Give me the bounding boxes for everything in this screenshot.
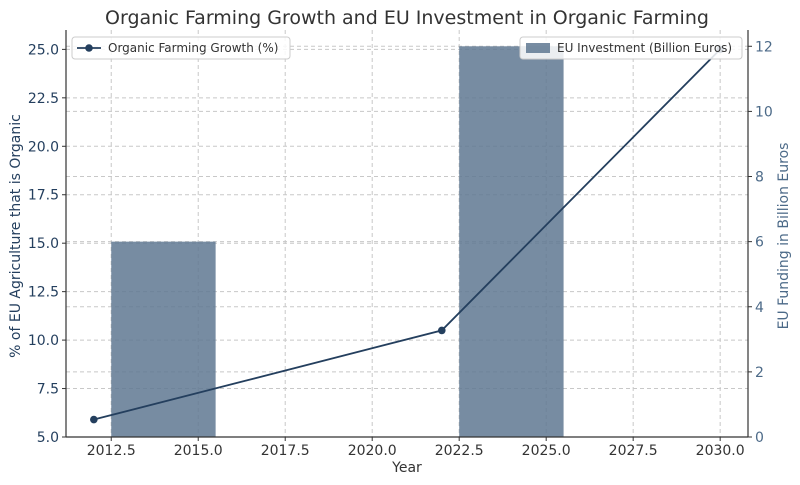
- legend-line-marker: [85, 44, 93, 52]
- y-left-tick-label: 25.0: [28, 42, 59, 58]
- y-left-tick-label: 15.0: [28, 236, 59, 252]
- x-axis-label: Year: [391, 460, 422, 476]
- y-right-tick-label: 6: [755, 235, 764, 251]
- y-left-tick-label: 22.5: [28, 91, 59, 107]
- x-tick-label: 2025.0: [522, 443, 571, 459]
- x-tick-label: 2022.5: [435, 443, 484, 459]
- bar-2014: [111, 241, 216, 437]
- y-right-tick-label: 10: [755, 104, 773, 120]
- x-tick-label: 2012.5: [87, 443, 136, 459]
- x-tick-label: 2015.0: [174, 443, 223, 459]
- bar-series: [111, 46, 564, 437]
- x-tick-label: 2017.5: [261, 443, 310, 459]
- x-ticks: 2012.5 2015.0 2017.5 2020.0 2022.5 2025.0 2027…: [87, 437, 745, 459]
- y-right-tick-label: 12: [755, 39, 773, 55]
- y-left-tick-label: 10.0: [28, 333, 59, 349]
- y-left-tick-label: 20.0: [28, 139, 59, 155]
- chart-title: Organic Farming Growth and EU Investment…: [105, 7, 709, 29]
- y-right-tick-label: 0: [755, 430, 764, 446]
- line-point-2012: [90, 415, 98, 424]
- y-right-tick-label: 4: [755, 300, 764, 316]
- x-tick-label: 2030.0: [696, 443, 745, 459]
- y-right-tick-label: 8: [755, 170, 764, 186]
- legend-line-label: Organic Farming Growth (%): [108, 41, 278, 55]
- legend-bar: EU Investment (Billion Euros): [519, 36, 743, 60]
- x-tick-label: 2020.0: [348, 443, 397, 459]
- y-left-tick-label: 12.5: [28, 285, 59, 301]
- line-point-2022: [437, 326, 446, 335]
- y-right-axis-label: EU Funding in Billion Euros: [776, 143, 792, 330]
- y-left-axis-label: % of EU Agriculture that is Organic: [8, 114, 24, 358]
- y-left-tick-label: 17.5: [28, 188, 59, 204]
- legend-bar-label: EU Investment (Billion Euros): [557, 41, 732, 55]
- y-left-ticks: 5.0 7.5 10.0 12.5 15.0 17.5 20.0 22.5 25.0: [28, 42, 66, 446]
- y-left-tick-label: 5.0: [37, 430, 59, 446]
- y-right-tick-label: 2: [755, 365, 764, 381]
- x-tick-label: 2027.5: [609, 443, 658, 459]
- y-left-tick-label: 7.5: [37, 382, 59, 398]
- y-right-ticks: 0 2 4 6 8 10 12: [748, 39, 773, 446]
- bar-2024: [459, 46, 564, 437]
- legend-line: Organic Farming Growth (%): [71, 36, 291, 60]
- legend-bar-swatch: [526, 43, 550, 53]
